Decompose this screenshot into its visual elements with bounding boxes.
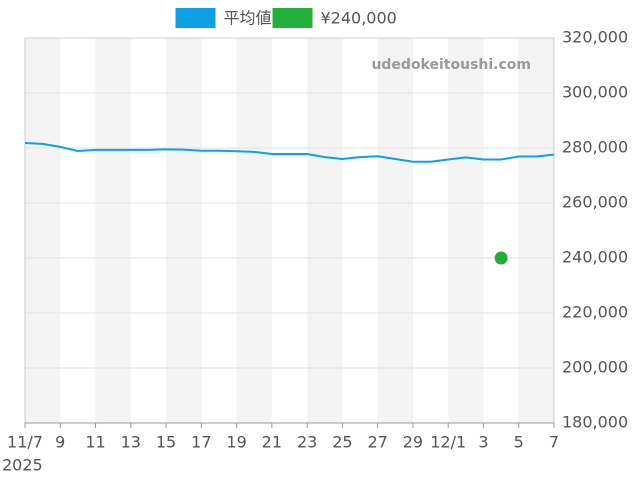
y-tick-label: 180,000 bbox=[562, 413, 628, 432]
legend-label: 平均値 bbox=[224, 9, 272, 28]
x-sublabel: 2025 bbox=[2, 456, 43, 475]
y-tick-label: 200,000 bbox=[562, 358, 628, 377]
band bbox=[95, 38, 131, 423]
x-tick-label: 19 bbox=[226, 433, 246, 452]
x-tick-label: 11 bbox=[85, 433, 105, 452]
x-tick-label: 5 bbox=[514, 433, 524, 452]
y-tick-label: 320,000 bbox=[562, 28, 628, 47]
band bbox=[166, 38, 202, 423]
band bbox=[448, 38, 484, 423]
series-line bbox=[24, 142, 555, 163]
y-tick-label: 280,000 bbox=[562, 138, 628, 157]
x-tick-label: 11/7 bbox=[7, 433, 43, 452]
band bbox=[518, 38, 554, 423]
watermark: udedokeitoushi.com bbox=[371, 57, 531, 73]
x-tick-label: 29 bbox=[403, 433, 423, 452]
x-tick-label: 23 bbox=[297, 433, 317, 452]
legend-swatch bbox=[272, 8, 313, 28]
legend-label: ¥240,000 bbox=[321, 9, 397, 28]
y-tick-label: 300,000 bbox=[562, 83, 628, 102]
band bbox=[236, 38, 272, 423]
y-tick-label: 220,000 bbox=[562, 303, 628, 322]
x-tick-label: 15 bbox=[156, 433, 176, 452]
y-tick-label: 240,000 bbox=[562, 248, 628, 267]
band bbox=[377, 38, 413, 423]
x-tick-label: 17 bbox=[191, 433, 211, 452]
series-dot bbox=[494, 251, 508, 265]
x-tick-label: 13 bbox=[121, 433, 141, 452]
x-tick-label: 27 bbox=[367, 433, 387, 452]
x-tick-label: 12/1 bbox=[430, 433, 466, 452]
x-tick-label: 9 bbox=[55, 433, 65, 452]
band bbox=[307, 38, 343, 423]
band bbox=[25, 38, 61, 423]
legend-swatch bbox=[175, 8, 216, 28]
x-tick-label: 25 bbox=[332, 433, 352, 452]
x-tick-label: 3 bbox=[478, 433, 488, 452]
x-tick-label: 21 bbox=[262, 433, 282, 452]
y-tick-label: 260,000 bbox=[562, 193, 628, 212]
x-tick-label: 7 bbox=[549, 433, 559, 452]
